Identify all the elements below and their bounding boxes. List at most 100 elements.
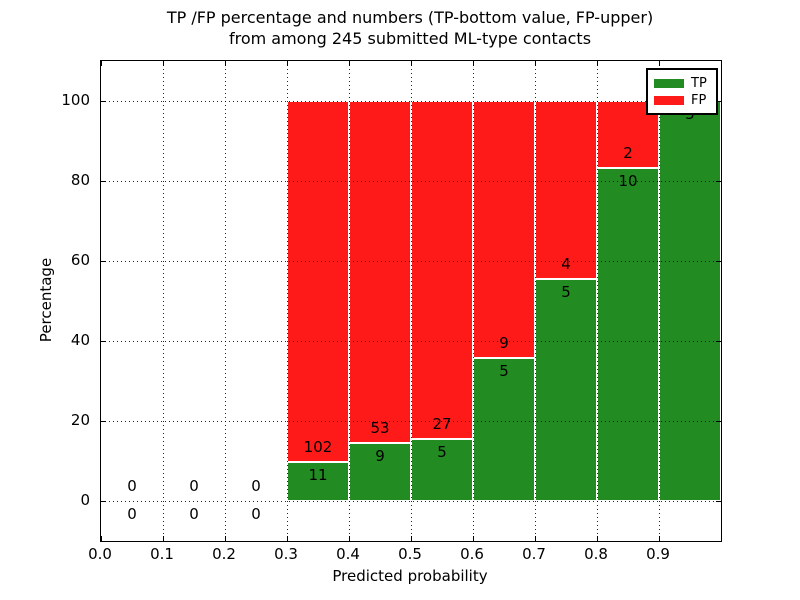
gridline-x-0.6 [472, 61, 474, 541]
tp-count-label: 5 [499, 362, 509, 381]
tp-count-label: 5 [561, 282, 571, 301]
gridline-x-0.5 [410, 61, 412, 541]
fp-count-label: 4 [561, 254, 571, 273]
x-tick-label-0.2: 0.2 [212, 545, 236, 563]
tp-count-label: 0 [251, 505, 261, 523]
x-tick-label-0.8: 0.8 [584, 545, 608, 563]
chart-title-line2: from among 245 submitted ML-type contact… [228, 29, 592, 48]
x-tick-mark-top [659, 61, 660, 66]
y-tick-mark-left [101, 501, 106, 502]
y-tick-label-40: 40 [70, 331, 90, 349]
x-tick-mark-bottom [535, 536, 536, 541]
x-tick-mark-bottom [659, 536, 660, 541]
bar-tp-segment [535, 278, 597, 501]
y-tick-mark-left [101, 341, 106, 342]
bar-fp-segment [411, 101, 473, 439]
y-axis-label: Percentage [37, 257, 55, 343]
x-tick-mark-bottom [225, 536, 226, 541]
y-tick-mark-right [716, 261, 721, 262]
fp-count-label: 53 [370, 418, 390, 437]
bar-tp-segment [659, 101, 721, 501]
y-tick-mark-right [716, 421, 721, 422]
y-tick-label-80: 80 [70, 171, 90, 189]
tp-count-label: 9 [375, 446, 385, 465]
legend-label-tp: TP [691, 76, 707, 91]
x-tick-mark-top [163, 61, 164, 66]
y-tick-mark-right [716, 501, 721, 502]
x-tick-label-0.3: 0.3 [274, 545, 298, 563]
x-tick-mark-bottom [349, 536, 350, 541]
x-tick-mark-top [411, 61, 412, 66]
chart-title-line1: TP /FP percentage and numbers (TP-bottom… [166, 8, 654, 27]
x-tick-mark-top [535, 61, 536, 66]
gridline-x-0.9 [658, 61, 660, 541]
legend-swatch-tp [654, 79, 684, 88]
x-tick-mark-bottom [473, 536, 474, 541]
bar-tp-segment [411, 438, 473, 501]
tp-count-label: 5 [437, 442, 447, 461]
bar-fp-segment [473, 101, 535, 359]
x-tick-mark-top [349, 61, 350, 66]
bar-tp-segment [287, 462, 349, 501]
fp-count-label: 0 [189, 477, 199, 495]
y-tick-label-100: 100 [61, 91, 90, 109]
tp-count-label: 11 [308, 466, 328, 485]
y-tick-mark-right [716, 181, 721, 182]
x-tick-label-0.5: 0.5 [398, 545, 422, 563]
x-tick-label-0.7: 0.7 [522, 545, 546, 563]
x-tick-mark-top [101, 61, 102, 66]
legend-label-fp: FP [691, 93, 707, 108]
x-tick-mark-bottom [411, 536, 412, 541]
bar-fp-segment [287, 101, 349, 463]
gridline-x-0.4 [348, 61, 350, 541]
y-tick-mark-left [101, 101, 106, 102]
y-tick-label-60: 60 [70, 251, 90, 269]
y-tick-mark-right [716, 341, 721, 342]
x-tick-mark-top [225, 61, 226, 66]
bar-tp-segment [473, 358, 535, 501]
x-axis-label: Predicted probability [332, 567, 488, 585]
legend: TP FP [646, 68, 718, 115]
y-tick-mark-left [101, 421, 106, 422]
x-tick-mark-top [473, 61, 474, 66]
bar-fp-segment [597, 101, 659, 168]
legend-item-tp: TP [654, 75, 710, 92]
bar-fp-segment [535, 101, 597, 279]
x-tick-mark-bottom [597, 536, 598, 541]
legend-item-fp: FP [654, 92, 710, 109]
y-tick-label-0: 0 [80, 491, 90, 509]
tp-count-label: 0 [127, 505, 137, 523]
chart-title: TP /FP percentage and numbers (TP-bottom… [100, 7, 720, 49]
tp-count-label: 0 [189, 505, 199, 523]
gridline-x-0.1 [162, 61, 164, 541]
fp-count-label: 27 [432, 414, 452, 433]
y-tick-mark-left [101, 261, 106, 262]
x-tick-mark-top [287, 61, 288, 66]
y-tick-mark-left [101, 181, 106, 182]
bar-fp-segment [349, 101, 411, 443]
x-tick-label-0.4: 0.4 [336, 545, 360, 563]
fp-count-label: 0 [251, 477, 261, 495]
x-tick-label-0.0: 0.0 [88, 545, 112, 563]
fp-count-label: 9 [499, 334, 509, 353]
bar-tp-segment [349, 442, 411, 501]
legend-swatch-fp [654, 96, 684, 105]
x-tick-mark-bottom [101, 536, 102, 541]
x-tick-mark-bottom [163, 536, 164, 541]
fp-count-label: 102 [303, 438, 333, 457]
tp-count-label: 10 [618, 171, 638, 190]
bar-tp-segment [597, 167, 659, 501]
gridline-x-0.2 [224, 61, 226, 541]
y-tick-mark-right [716, 101, 721, 102]
x-tick-label-0.9: 0.9 [646, 545, 670, 563]
fp-count-label: 0 [127, 477, 137, 495]
x-tick-mark-top [721, 61, 722, 66]
gridline-x-0.8 [596, 61, 598, 541]
x-tick-label-0.6: 0.6 [460, 545, 484, 563]
fp-count-label: 2 [623, 143, 633, 162]
x-tick-mark-top [597, 61, 598, 66]
x-tick-mark-bottom [287, 536, 288, 541]
x-tick-mark-bottom [721, 536, 722, 541]
